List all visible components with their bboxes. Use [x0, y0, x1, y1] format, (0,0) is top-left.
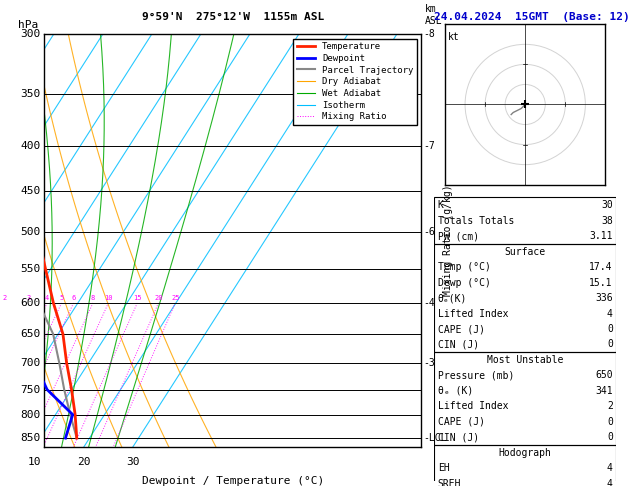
Text: 500: 500: [20, 227, 40, 237]
Text: Dewp (°C): Dewp (°C): [438, 278, 491, 288]
Text: 20: 20: [154, 295, 163, 301]
Text: 20: 20: [77, 457, 91, 468]
Text: 9°59'N  275°12'W  1155m ASL: 9°59'N 275°12'W 1155m ASL: [142, 12, 324, 22]
Bar: [434, 243, 616, 352]
Text: Mixing Ratio (g/kg): Mixing Ratio (g/kg): [443, 185, 453, 296]
Text: 25: 25: [171, 295, 179, 301]
Text: hPa: hPa: [18, 20, 38, 30]
Text: CAPE (J): CAPE (J): [438, 324, 485, 334]
Text: 750: 750: [20, 384, 40, 395]
Text: CIN (J): CIN (J): [438, 433, 479, 442]
Text: SREH: SREH: [438, 479, 461, 486]
Text: 3: 3: [27, 295, 31, 301]
Text: 10: 10: [28, 457, 42, 468]
Text: 600: 600: [20, 298, 40, 308]
Text: CAPE (J): CAPE (J): [438, 417, 485, 427]
Text: 450: 450: [20, 186, 40, 196]
Text: 5: 5: [60, 295, 64, 301]
Text: 800: 800: [20, 410, 40, 419]
Text: 4: 4: [607, 463, 613, 473]
Bar: [434, 197, 616, 243]
Text: 4: 4: [45, 295, 49, 301]
Text: 4: 4: [607, 309, 613, 318]
Text: 650: 650: [20, 329, 40, 339]
Text: Temp (°C): Temp (°C): [438, 262, 491, 272]
Text: 4: 4: [607, 479, 613, 486]
Text: Dewpoint / Temperature (°C): Dewpoint / Temperature (°C): [142, 476, 324, 486]
Text: 38: 38: [601, 216, 613, 226]
Text: Lifted Index: Lifted Index: [438, 401, 508, 412]
Text: 650: 650: [595, 370, 613, 381]
Text: -LCL: -LCL: [423, 433, 447, 443]
Text: 300: 300: [20, 29, 40, 39]
Text: km
ASL: km ASL: [425, 4, 443, 26]
Text: Lifted Index: Lifted Index: [438, 309, 508, 318]
Text: 15: 15: [133, 295, 142, 301]
Text: 341: 341: [595, 386, 613, 396]
Text: 8: 8: [91, 295, 95, 301]
Text: -7: -7: [423, 140, 435, 151]
Text: 10: 10: [104, 295, 113, 301]
Bar: [434, 445, 616, 486]
Text: EH: EH: [438, 463, 449, 473]
Text: -8: -8: [423, 29, 435, 39]
Text: 24.04.2024  15GMT  (Base: 12): 24.04.2024 15GMT (Base: 12): [433, 12, 629, 22]
Text: PW (cm): PW (cm): [438, 231, 479, 241]
Text: 850: 850: [20, 433, 40, 443]
Bar: [434, 352, 616, 445]
Text: 0: 0: [607, 340, 613, 349]
Text: 0: 0: [607, 433, 613, 442]
Text: 30: 30: [601, 200, 613, 210]
Text: 3.11: 3.11: [589, 231, 613, 241]
Text: 30: 30: [126, 457, 140, 468]
Text: Totals Totals: Totals Totals: [438, 216, 514, 226]
Text: 6: 6: [72, 295, 75, 301]
Text: Hodograph: Hodograph: [499, 448, 552, 458]
Text: Surface: Surface: [504, 246, 546, 257]
Text: 336: 336: [595, 293, 613, 303]
Text: K: K: [438, 200, 443, 210]
Text: 0: 0: [607, 417, 613, 427]
Text: θₑ(K): θₑ(K): [438, 293, 467, 303]
Text: θₑ (K): θₑ (K): [438, 386, 473, 396]
Text: 15.1: 15.1: [589, 278, 613, 288]
Text: 0: 0: [607, 324, 613, 334]
Text: 2: 2: [607, 401, 613, 412]
Text: 17.4: 17.4: [589, 262, 613, 272]
Text: -3: -3: [423, 358, 435, 368]
Text: 400: 400: [20, 140, 40, 151]
Text: kt: kt: [448, 32, 460, 42]
Text: -4: -4: [423, 298, 435, 308]
Legend: Temperature, Dewpoint, Parcel Trajectory, Dry Adiabat, Wet Adiabat, Isotherm, Mi: Temperature, Dewpoint, Parcel Trajectory…: [293, 38, 417, 125]
Text: 2: 2: [3, 295, 7, 301]
Text: Most Unstable: Most Unstable: [487, 355, 564, 365]
Text: 350: 350: [20, 89, 40, 99]
Text: Pressure (mb): Pressure (mb): [438, 370, 514, 381]
Text: -6: -6: [423, 227, 435, 237]
Text: CIN (J): CIN (J): [438, 340, 479, 349]
Text: 700: 700: [20, 358, 40, 368]
Text: 550: 550: [20, 264, 40, 274]
